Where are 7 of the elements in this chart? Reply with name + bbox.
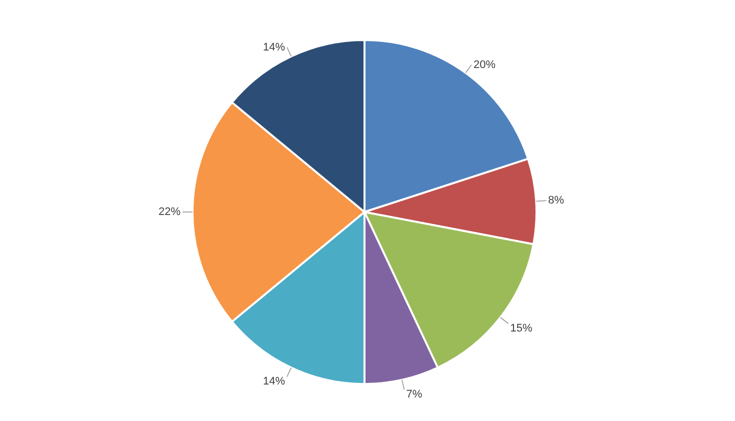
- data-label: 8%: [548, 194, 564, 207]
- data-label: 14%: [262, 376, 286, 388]
- data-label: 22%: [158, 206, 181, 218]
- data-label: 15%: [510, 322, 533, 335]
- data-label: 7%: [406, 388, 422, 401]
- data-label: 14%: [262, 41, 286, 54]
- data-label: 20%: [473, 58, 496, 71]
